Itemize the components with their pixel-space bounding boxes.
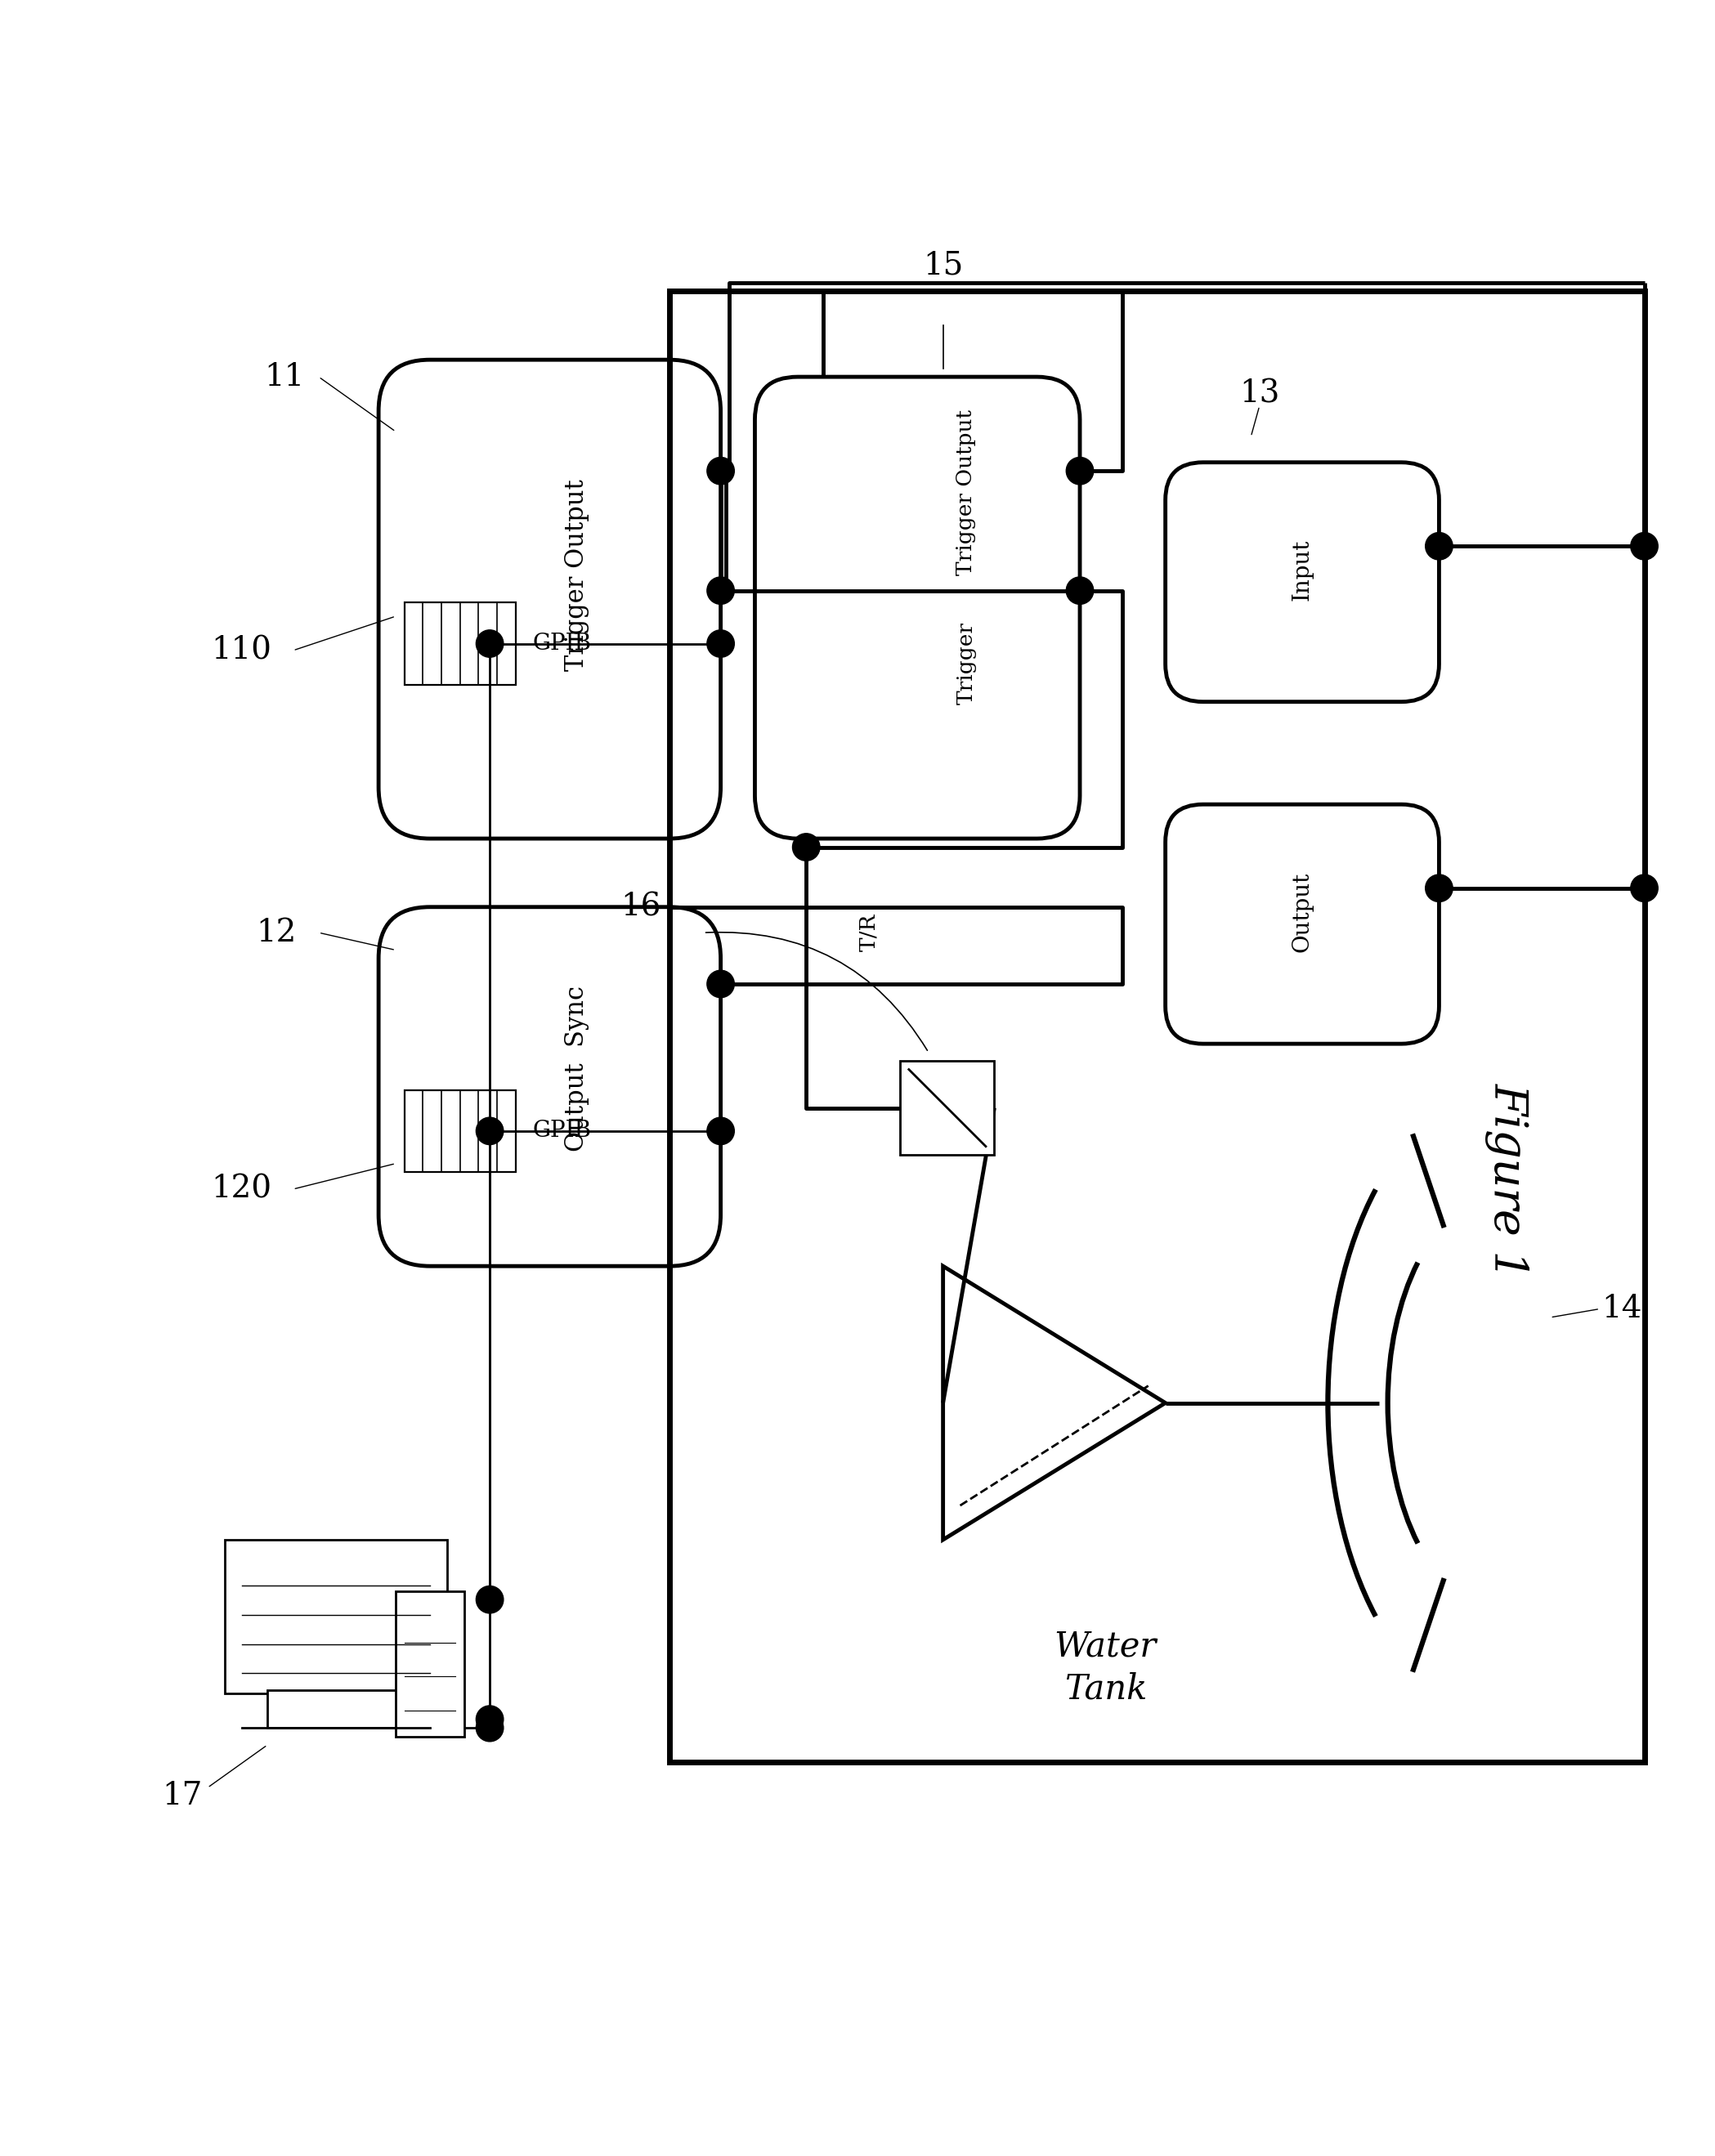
Text: 110: 110 bbox=[211, 636, 273, 666]
Text: 16: 16 bbox=[621, 893, 660, 923]
Bar bbox=[268, 1690, 405, 1727]
Text: Trigger Output: Trigger Output bbox=[955, 410, 976, 576]
Text: 12: 12 bbox=[256, 918, 297, 949]
Circle shape bbox=[477, 1117, 504, 1145]
Text: Trigger: Trigger bbox=[955, 621, 976, 705]
Circle shape bbox=[1631, 533, 1658, 561]
Text: T/R: T/R bbox=[859, 914, 878, 951]
Circle shape bbox=[477, 630, 504, 658]
Bar bbox=[669, 291, 1645, 1761]
Circle shape bbox=[707, 630, 734, 658]
Circle shape bbox=[707, 457, 734, 485]
Circle shape bbox=[477, 1705, 504, 1733]
Circle shape bbox=[707, 970, 734, 998]
Bar bbox=[225, 1539, 448, 1695]
Circle shape bbox=[1067, 578, 1094, 604]
Text: 11: 11 bbox=[264, 362, 305, 392]
Text: 120: 120 bbox=[211, 1175, 273, 1205]
Circle shape bbox=[477, 1714, 504, 1742]
Text: Water
Tank: Water Tank bbox=[1055, 1630, 1156, 1705]
Circle shape bbox=[707, 578, 734, 604]
Text: Input: Input bbox=[1291, 539, 1314, 602]
Text: 17: 17 bbox=[161, 1781, 202, 1811]
Circle shape bbox=[1425, 533, 1453, 561]
Bar bbox=[900, 1061, 995, 1156]
Text: 14: 14 bbox=[1602, 1294, 1641, 1324]
Bar bbox=[396, 1591, 465, 1736]
Circle shape bbox=[792, 834, 820, 860]
Text: 15: 15 bbox=[923, 250, 964, 280]
Bar bbox=[405, 1091, 516, 1173]
Bar bbox=[405, 602, 516, 686]
Text: Output: Output bbox=[1291, 871, 1314, 953]
Circle shape bbox=[477, 1587, 504, 1613]
Circle shape bbox=[707, 1117, 734, 1145]
Text: GPIB: GPIB bbox=[533, 1119, 592, 1143]
Circle shape bbox=[1425, 875, 1453, 901]
Text: Figure 1: Figure 1 bbox=[1485, 1082, 1530, 1279]
Text: 13: 13 bbox=[1240, 379, 1279, 410]
Text: GPIB: GPIB bbox=[533, 632, 592, 655]
Circle shape bbox=[1067, 457, 1094, 485]
Text: Output  Sync: Output Sync bbox=[564, 985, 590, 1151]
Text: Trigger Output: Trigger Output bbox=[564, 479, 590, 671]
Circle shape bbox=[1631, 875, 1658, 901]
